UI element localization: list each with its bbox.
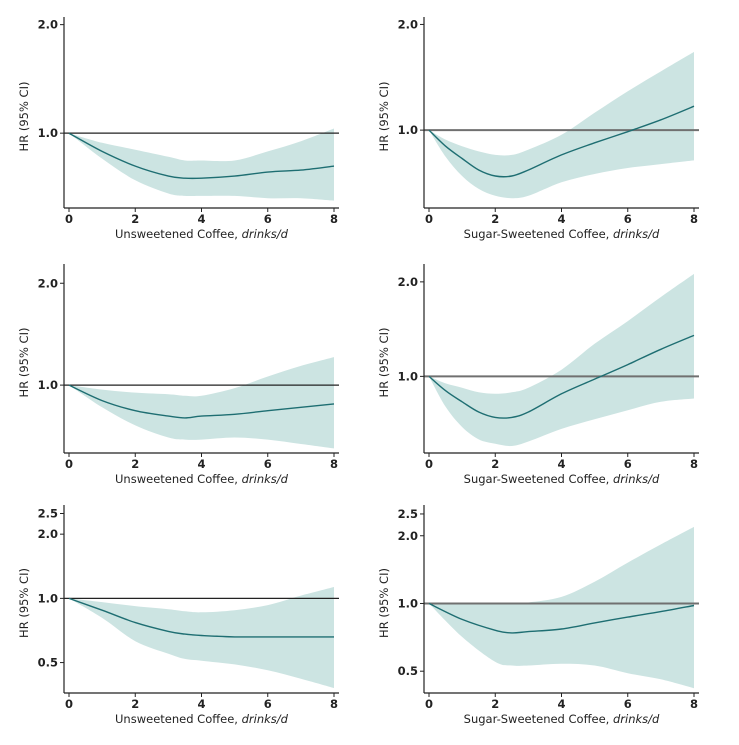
hr-curve — [68, 132, 335, 180]
x-tick-label: 8 — [330, 697, 338, 711]
x-axis-title-unit: drinks/d — [613, 712, 660, 726]
y-axis-title: HR (95% CI) — [17, 568, 31, 638]
y-tick-label: 0.5 — [38, 656, 58, 670]
x-tick-label: 8 — [690, 697, 698, 711]
x-tick-label: 4 — [557, 457, 565, 471]
x-tick-label: 0 — [65, 212, 73, 226]
x-axis-title: Sugar-Sweetened Coffee, drinks/d — [464, 472, 660, 486]
confidence-band — [69, 357, 334, 449]
x-tick-label: 2 — [491, 457, 499, 471]
x-axis-title-main: Unsweetened Coffee, — [115, 227, 242, 241]
x-tick-label: 0 — [425, 212, 433, 226]
x-tick-label: 8 — [330, 212, 338, 226]
x-tick-label: 4 — [197, 212, 205, 226]
x-axis-title: Unsweetened Coffee, drinks/d — [115, 227, 289, 241]
x-tick-label: 0 — [65, 697, 73, 711]
confidence-band — [429, 273, 694, 447]
x-tick-label: 4 — [557, 697, 565, 711]
chart-panel-row3-left: 0.5 1.0 2.0 2.5 0 2 4 6 8 Unsweetened Coffee, dri… — [17, 505, 339, 726]
chart-panel-row2-right: 1.0 2.0 0 2 4 6 8 Sugar-Sweetened Coffee, drink… — [377, 264, 699, 486]
hr-curve — [428, 602, 695, 634]
confidence-band — [69, 587, 334, 688]
chart-panel-row1-right: 1.0 2.0 0 2 4 6 8 Sugar-Sweetened Coffee, drink… — [377, 17, 699, 241]
y-tick-label: 0.5 — [398, 664, 418, 678]
x-axis-title: Unsweetened Coffee, drinks/d — [115, 712, 289, 726]
y-axis-title: HR (95% CI) — [17, 328, 31, 398]
y-axis-title: HR (95% CI) — [377, 568, 391, 638]
x-tick-label: 6 — [624, 212, 632, 226]
x-axis-title-unit: drinks/d — [613, 472, 660, 486]
hr-curve — [68, 597, 334, 638]
confidence-band — [429, 526, 694, 689]
y-tick-label: 2.0 — [398, 529, 418, 543]
y-tick-label: 1.0 — [38, 378, 58, 392]
x-axis-title-main: Unsweetened Coffee, — [115, 472, 242, 486]
x-tick-label: 8 — [690, 457, 698, 471]
x-tick-label: 6 — [624, 457, 632, 471]
x-axis-title: Unsweetened Coffee, drinks/d — [115, 472, 289, 486]
x-tick-label: 2 — [131, 697, 139, 711]
x-tick-label: 4 — [197, 457, 205, 471]
y-tick-label: 1.0 — [398, 596, 418, 610]
x-tick-label: 4 — [557, 212, 565, 226]
y-tick-label: 1.0 — [398, 123, 418, 137]
x-tick-label: 2 — [131, 212, 139, 226]
x-axis-title-main: Sugar-Sweetened Coffee, — [464, 712, 613, 726]
x-tick-label: 4 — [197, 697, 205, 711]
x-axis-title-main: Sugar-Sweetened Coffee, — [464, 472, 613, 486]
chart-panel-row3-right: 0.5 1.0 2.0 2.5 0 2 4 6 8 Sugar-Sweetened Coffee,… — [377, 505, 699, 726]
x-tick-label: 0 — [425, 457, 433, 471]
x-tick-label: 6 — [624, 697, 632, 711]
x-axis-title-unit: drinks/d — [613, 227, 660, 241]
hr-curve — [428, 105, 695, 178]
chart-panel-row2-left: 1.0 2.0 0 2 4 6 8 Unsweetened Coffee, drinks/d H… — [17, 264, 339, 486]
x-axis-title: Sugar-Sweetened Coffee, drinks/d — [464, 227, 660, 241]
y-tick-label: 2.0 — [398, 275, 418, 289]
y-axis-title: HR (95% CI) — [377, 328, 391, 398]
x-tick-label: 8 — [690, 212, 698, 226]
y-tick-label: 2.0 — [38, 527, 58, 541]
hr-curve — [428, 334, 695, 419]
x-tick-label: 2 — [491, 697, 499, 711]
x-tick-label: 2 — [491, 212, 499, 226]
x-tick-label: 6 — [264, 457, 272, 471]
y-tick-label: 1.0 — [398, 369, 418, 383]
x-axis-title-main: Sugar-Sweetened Coffee, — [464, 227, 613, 241]
x-tick-label: 6 — [264, 697, 272, 711]
y-tick-label: 1.0 — [38, 591, 58, 605]
chart-panel-row1-left: 1.0 2.0 0 2 4 6 8 Unsweetened Coffee, drinks/d H… — [17, 17, 339, 241]
y-axis-title: HR (95% CI) — [17, 82, 31, 152]
x-axis-title-unit: drinks/d — [242, 227, 289, 241]
confidence-band — [69, 128, 334, 201]
confidence-band — [429, 51, 694, 199]
y-tick-label: 2.0 — [38, 276, 58, 290]
y-tick-label: 2.0 — [398, 17, 418, 31]
hr-curve — [68, 384, 335, 419]
x-tick-label: 0 — [65, 457, 73, 471]
y-tick-label: 2.0 — [38, 18, 58, 32]
x-tick-label: 6 — [264, 212, 272, 226]
x-axis-title-main: Unsweetened Coffee, — [115, 712, 242, 726]
x-tick-label: 2 — [131, 457, 139, 471]
y-tick-label: 1.0 — [38, 126, 58, 140]
x-axis-title-unit: drinks/d — [242, 712, 289, 726]
y-tick-label: 2.5 — [38, 506, 58, 520]
x-tick-label: 8 — [330, 457, 338, 471]
x-axis-title-unit: drinks/d — [242, 472, 289, 486]
x-tick-label: 0 — [425, 697, 433, 711]
y-tick-label: 2.5 — [398, 507, 418, 521]
x-axis-title: Sugar-Sweetened Coffee, drinks/d — [464, 712, 660, 726]
y-axis-title: HR (95% CI) — [377, 82, 391, 152]
